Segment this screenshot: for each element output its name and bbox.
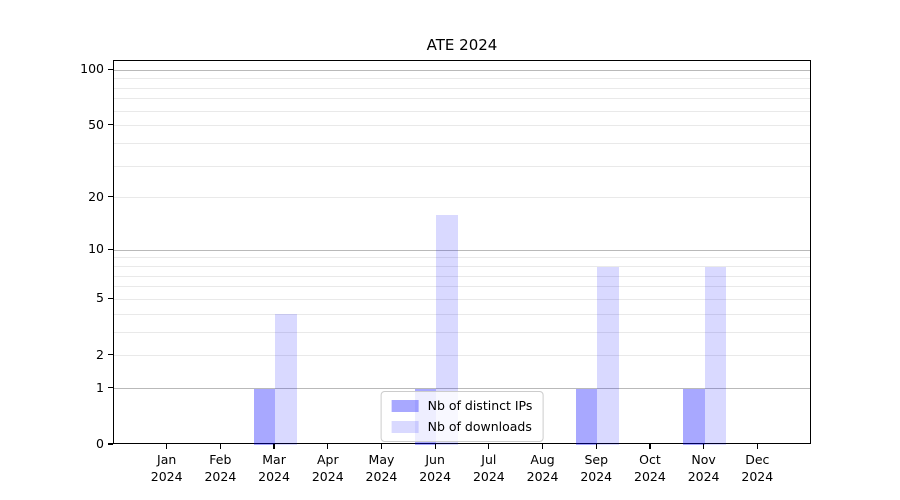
- chart-title: ATE 2024: [426, 36, 498, 54]
- gridline-major: [114, 388, 810, 390]
- gridline-minor: [114, 286, 810, 288]
- legend-label: Nb of distinct IPs: [427, 398, 533, 413]
- gridline-minor: [114, 125, 810, 127]
- legend: Nb of distinct IPs Nb of downloads: [380, 391, 544, 442]
- y-tick-label: 0: [96, 436, 104, 451]
- legend-label: Nb of downloads: [427, 419, 532, 434]
- x-tick-label: Apr 2024: [311, 452, 344, 484]
- x-tick-label: Dec 2024: [741, 452, 774, 484]
- legend-swatch-icon: [391, 421, 419, 433]
- gridline-minor: [114, 165, 810, 167]
- x-tick: [219, 444, 221, 449]
- gridline-major: [114, 249, 810, 251]
- gridline-minor: [114, 78, 810, 80]
- gridline-minor: [114, 331, 810, 333]
- x-tick: [703, 444, 705, 449]
- x-tick-label: Nov 2024: [687, 452, 720, 484]
- x-tick: [434, 444, 436, 449]
- bar-nb-of-downloads: [436, 214, 458, 445]
- legend-entry: Nb of downloads: [391, 419, 533, 435]
- plot-area: [113, 60, 811, 445]
- y-tick: [108, 297, 113, 300]
- bar-nb-of-downloads: [704, 266, 727, 445]
- y-tick: [108, 387, 113, 389]
- x-tick-label: Jul 2024: [472, 452, 505, 484]
- gridline-major: [114, 69, 810, 71]
- y-tick: [108, 68, 113, 70]
- y-tick: [108, 124, 113, 126]
- x-tick-label: Feb 2024: [204, 452, 237, 484]
- gridline-minor: [114, 98, 810, 100]
- bar-nb-of-downloads: [275, 314, 297, 445]
- x-tick: [380, 444, 383, 449]
- x-tick: [541, 444, 544, 449]
- x-tick-label: Oct 2024: [634, 452, 666, 484]
- gridline-minor: [114, 355, 810, 357]
- gridline-minor: [114, 142, 810, 144]
- gridline-minor: [114, 298, 810, 300]
- x-tick: [756, 444, 758, 449]
- y-tick-label: 1: [96, 379, 104, 395]
- x-tick-label: Aug 2024: [526, 452, 559, 484]
- x-tick: [166, 444, 168, 449]
- bar-nb-of-distinct-ips: [575, 388, 598, 445]
- gridline-minor: [114, 313, 810, 315]
- gridline-minor: [114, 257, 810, 259]
- x-tick: [273, 444, 275, 449]
- y-tick-label: 20: [88, 188, 104, 204]
- gridline-minor: [114, 197, 810, 199]
- y-tick: [108, 196, 113, 198]
- gridline-minor: [114, 266, 810, 268]
- x-tick-label: Jun 2024: [419, 452, 452, 484]
- y-tick-label: 2: [96, 346, 104, 362]
- y-tick: [108, 248, 113, 250]
- x-tick: [649, 444, 651, 449]
- x-tick-label: Sep 2024: [580, 452, 613, 484]
- legend-swatch-icon: [391, 400, 419, 412]
- x-tick: [595, 444, 597, 449]
- y-tick: [108, 354, 113, 356]
- y-tick-label: 10: [88, 241, 104, 257]
- y-tick-label: 100: [80, 61, 104, 77]
- y-tick-label: 5: [96, 290, 104, 306]
- x-tick: [327, 444, 329, 449]
- bar-nb-of-distinct-ips: [253, 388, 276, 445]
- gridline-minor: [114, 87, 810, 89]
- x-tick: [488, 444, 490, 449]
- legend-entry: Nb of distinct IPs: [391, 398, 533, 414]
- x-tick-label: May 2024: [365, 452, 398, 484]
- x-tick-label: Jan 2024: [150, 452, 183, 484]
- y-tick-label: 50: [88, 116, 104, 132]
- bar-nb-of-downloads: [597, 266, 619, 445]
- x-tick-label: Mar 2024: [258, 452, 290, 484]
- gridline-minor: [114, 275, 810, 277]
- bar-nb-of-distinct-ips: [683, 388, 705, 445]
- gridline-minor: [114, 110, 810, 112]
- y-tick: [108, 443, 113, 445]
